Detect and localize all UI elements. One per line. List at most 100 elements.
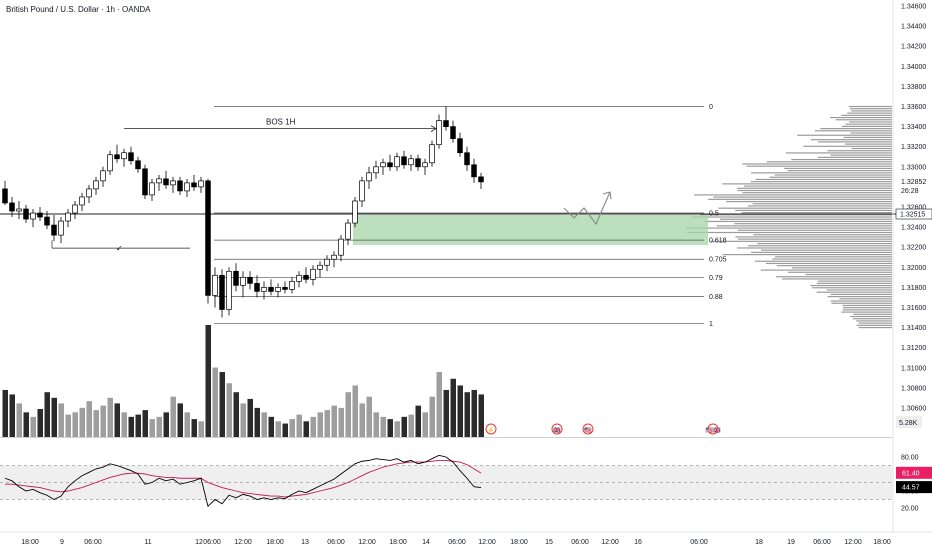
candle-body (93, 180, 99, 190)
profile-bar (848, 105, 892, 108)
profile-bar (746, 165, 892, 167)
profile-bar (748, 245, 892, 247)
profile-bar (685, 227, 892, 229)
profile-bar (769, 176, 892, 178)
volume-bar (443, 389, 449, 437)
profile-bar (752, 203, 892, 205)
profile-bar (785, 152, 892, 154)
rsi-ma-label: 61.40 (902, 470, 920, 477)
volume-bars: ⚡ 🇬🇧 🇺🇸 🇺🇸🇬🇧 (2, 325, 721, 437)
event-marker-label: 🇺🇸 (584, 426, 592, 434)
current-price-badge (896, 175, 932, 196)
profile-bar (831, 302, 892, 304)
event-marker-label: ⚡ (487, 426, 494, 434)
volume-bar (254, 407, 260, 437)
time-tick-label: 12:00 (234, 539, 252, 546)
price-tick-label: 1.32400 (901, 225, 926, 232)
candle-body (366, 172, 372, 182)
time-tick-label: 18:00 (510, 539, 528, 546)
profile-bar (691, 216, 892, 218)
bos-arrow-head (430, 125, 437, 132)
profile-bar (737, 229, 892, 231)
volume-bar (128, 416, 134, 437)
profile-bar (722, 183, 892, 185)
volume-bar (275, 421, 281, 437)
volume-bar (429, 396, 435, 437)
candle-body (324, 258, 330, 266)
candle-body (198, 180, 204, 188)
profile-bar (853, 313, 892, 315)
volume-bar (72, 412, 78, 437)
volume-bar (450, 378, 456, 437)
profile-bar (751, 172, 892, 174)
candle-body (268, 287, 274, 292)
volume-bar (184, 412, 190, 437)
candles (2, 106, 484, 318)
candle-body (450, 126, 456, 140)
candle-body (191, 182, 197, 188)
volume-bar (394, 421, 400, 437)
time-tick-label: 18:00 (873, 539, 891, 546)
volume-profile (685, 105, 892, 329)
candle-body (261, 287, 267, 292)
profile-bar (850, 132, 892, 134)
candle-body (471, 164, 477, 178)
volume-bar (163, 412, 169, 437)
candle-body (429, 144, 435, 164)
candle-body (65, 212, 71, 222)
crosshair-price-label: 1.32515 (900, 212, 925, 219)
price-tick-label: 1.34600 (901, 4, 926, 11)
candle-body (464, 152, 470, 166)
candle-body (331, 254, 337, 260)
volume-bar (51, 397, 57, 437)
candle-body (107, 154, 113, 172)
projection-arrow-head (602, 191, 612, 200)
profile-bar (791, 267, 892, 269)
volume-bar (261, 412, 267, 437)
volume-bar (198, 421, 204, 437)
volume-bar (387, 419, 393, 437)
candle-body (177, 180, 183, 192)
profile-bar (716, 225, 892, 227)
candle-body (16, 208, 22, 212)
rsi-tick-label: 80.00 (901, 455, 919, 462)
candle-body (380, 162, 386, 168)
rsi-ma-line (5, 459, 482, 498)
volume-bar (422, 412, 428, 437)
time-tick-label: 12:00 (358, 539, 376, 546)
profile-bar (750, 181, 892, 183)
event-marker-label: 🇬🇧 (553, 426, 561, 434)
candle-body (373, 166, 379, 174)
profile-bar (847, 112, 892, 114)
volume-bar (366, 396, 372, 437)
price-tick-label: 1.32000 (901, 265, 926, 272)
candle-body (226, 270, 232, 310)
profile-bar (744, 185, 892, 187)
profile-bar (741, 212, 892, 214)
profile-bar (820, 128, 892, 130)
price-axis[interactable]: 1.34600 1.34400 1.34200 1.34000 1.33800 1.336… (892, 0, 932, 532)
sweep-check-mark: ✓ (116, 244, 123, 253)
candle-body (142, 168, 148, 196)
profile-bar (830, 116, 892, 119)
candle-body (114, 154, 120, 160)
profile-bar (816, 291, 892, 293)
price-tick-label: 1.33800 (901, 84, 926, 91)
time-tick-label: 19 (787, 539, 795, 546)
volume-bar (296, 414, 302, 437)
profile-bar (843, 136, 892, 139)
price-tick-label: 1.30800 (901, 385, 926, 392)
price-tick-label: 1.33400 (901, 124, 926, 131)
candle-body (422, 162, 428, 168)
candle-body (219, 274, 225, 310)
candle-body (135, 160, 141, 170)
time-tick-label: 12:00 (478, 539, 496, 546)
volume-bar (212, 367, 218, 437)
candle-body (23, 208, 29, 220)
volume-bar (457, 385, 463, 437)
volume-bar (156, 416, 162, 437)
time-axis[interactable]: 18:00 9 06:00 11 12 06:00 12:00 18:00 13 06:00 12:… (0, 531, 932, 546)
profile-bar (760, 269, 892, 271)
candle-body (30, 212, 36, 220)
